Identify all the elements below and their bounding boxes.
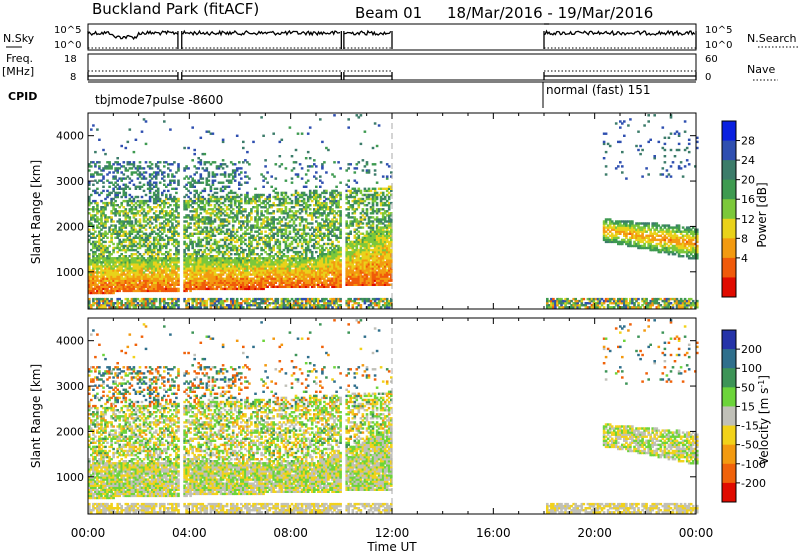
power-colorbar-swatch-3 (722, 179, 736, 200)
power-colorbar-tick-5: 8 (741, 232, 748, 245)
velocity-colorbar-swatch-1 (722, 349, 736, 369)
nsky-panel: N.Sky 10^5 10^0 10^5 10^0 N.Search (3, 23, 798, 51)
freq-tick-top: 18 (64, 54, 77, 65)
velocity-colorbar-tick-3: 15 (741, 400, 755, 413)
power-colorbar-tick-4: 12 (741, 213, 755, 226)
velocity-colorbar-swatch-3 (722, 387, 736, 407)
velocity-colorbar-swatch-7 (722, 463, 736, 484)
velocity-ytick-1: 2000 (56, 425, 84, 438)
nsearch-tick-bottom: 10^0 (705, 40, 732, 51)
power-colorbar-swatch-6 (722, 238, 736, 259)
velocity-colorbar-swatch-2 (722, 368, 736, 388)
velocity-colorbar-tick-6: -100 (741, 458, 766, 471)
nsky-tick-bottom: 10^0 (54, 40, 81, 51)
power-colorbar-swatch-4 (722, 199, 736, 220)
velocity-ytick-0: 1000 (56, 471, 84, 484)
time-tick-4: 16:00 (476, 526, 511, 540)
power-ytick-3: 4000 (56, 130, 84, 143)
velocity-panel: 1000 2000 3000 4000 Slant Range [km] 200 100… (29, 317, 772, 515)
power-colorbar-tick-3: 16 (741, 193, 755, 206)
time-tick-3: 12:00 (375, 526, 410, 540)
nsearch-tick-top: 10^5 (705, 25, 732, 36)
nsearch-label: N.Search (747, 32, 797, 45)
velocity-colorbar-tick-2: 50 (741, 381, 755, 394)
power-panel: 1000 2000 3000 4000 Slant Range [km] 28 24 20… (29, 112, 769, 310)
velocity-colorbar-tick-1: 100 (741, 362, 762, 375)
time-tick-0: 00:00 (71, 526, 106, 540)
cpid-mode-2: normal (fast) 151 (546, 83, 650, 97)
power-colorbar-swatch-0 (722, 121, 736, 142)
power-colorbar-swatch-8 (722, 277, 736, 298)
velocity-colorbar-tick-7: -200 (741, 477, 766, 490)
velocity-colorbar-tick-0: 200 (741, 343, 762, 356)
power-colorbar-tick-1: 24 (741, 154, 755, 167)
nsky-label: N.Sky (3, 32, 35, 45)
velocity-colorbar-swatch-4 (722, 406, 736, 427)
power-ytick-2: 3000 (56, 175, 84, 188)
power-ylabel: Slant Range [km] (29, 160, 43, 264)
power-ytick-1: 2000 (56, 220, 84, 233)
power-colorbar-label: Power [dB] (755, 182, 769, 247)
velocity-ytick-3: 4000 (56, 335, 84, 348)
velocity-colorbar-label: Velocity [m s-1] (757, 375, 772, 465)
time-tick-1: 04:00 (172, 526, 207, 540)
time-tick-6: 00:00 (679, 526, 714, 540)
time-tick-2: 08:00 (273, 526, 308, 540)
velocity-colorbar-swatch-8 (722, 482, 736, 503)
power-colorbar-tick-6: 4 (741, 252, 748, 265)
time-tick-5: 20:00 (577, 526, 612, 540)
power-colorbar-swatch-5 (722, 218, 736, 239)
nave-label: Nave (747, 63, 775, 76)
power-colorbar-tick-2: 20 (741, 174, 755, 187)
velocity-colorbar-tick-5: -50 (741, 439, 759, 452)
freq-panel: Freq. [MHz] 18 8 60 0 Nave (2, 52, 778, 83)
freq-tick-bottom: 8 (70, 72, 76, 83)
velocity-colorbar-swatch-5 (722, 425, 736, 446)
cpid-label: CPID (8, 90, 37, 103)
power-colorbar-tick-0: 28 (741, 135, 755, 148)
date-range: 18/Mar/2016 - 19/Mar/2016 (447, 4, 653, 22)
title: Buckland Park (fitACF) (92, 0, 259, 18)
nsky-tick-top: 10^5 (54, 25, 81, 36)
freq-label: Freq. (6, 52, 33, 65)
time-axis-label: Time UT (366, 540, 417, 554)
nave-tick-top: 60 (705, 54, 718, 65)
beam-label: Beam 01 (355, 4, 422, 22)
power-colorbar-swatch-1 (722, 140, 736, 161)
velocity-colorbar-swatch-0 (722, 330, 736, 350)
velocity-ylabel: Slant Range [km] (29, 364, 43, 468)
time-axis: 00:00 04:00 08:00 12:00 16:00 20:00 00:00 (71, 526, 714, 540)
power-colorbar-swatch-2 (722, 160, 736, 181)
velocity-colorbar-tick-4: -15 (741, 420, 759, 433)
power-ytick-0: 1000 (56, 266, 84, 279)
power-colorbar-swatch-7 (722, 257, 736, 278)
velocity-colorbar-swatch-6 (722, 444, 736, 465)
velocity-ytick-2: 3000 (56, 380, 84, 393)
cpid-panel: CPID tbjmode7pulse -8600 normal (fast) 1… (8, 81, 696, 108)
cpid-mode-1: tbjmode7pulse -8600 (95, 93, 223, 107)
freq-unit: [MHz] (2, 65, 34, 78)
nave-tick-bottom: 0 (705, 72, 711, 83)
